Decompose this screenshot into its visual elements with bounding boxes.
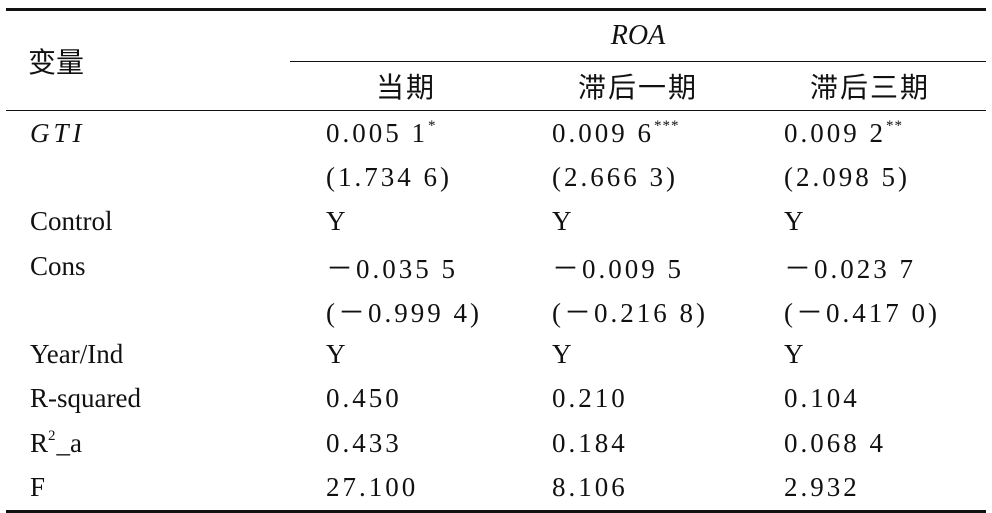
- cell: 0.210: [522, 377, 754, 421]
- column-header: 滞后三期: [754, 61, 987, 111]
- cell-value: 0.433: [326, 427, 402, 458]
- cell: 27.100: [290, 465, 522, 513]
- table-row: Year/Ind Y Y Y: [6, 332, 986, 376]
- cell: －0.023 7: [754, 244, 986, 288]
- cell-value: Y: [326, 339, 349, 370]
- cell-value: 0.005 1: [326, 117, 428, 148]
- cell: 0.184: [522, 421, 754, 465]
- row-label: Control: [6, 200, 290, 244]
- cell: Y: [522, 200, 754, 244]
- cell: Y: [290, 200, 522, 244]
- cell: Y: [754, 332, 986, 376]
- column-header: 滞后一期: [522, 61, 754, 111]
- cell-value: －0.009 5: [552, 253, 684, 284]
- cell: (－0.999 4): [290, 288, 522, 332]
- row-label-text: Year/Ind: [30, 339, 124, 370]
- cell: 0.450: [290, 377, 522, 421]
- results-table: 变量 ROA 当期 滞后一期 滞后三期 GTI 0.005 1* 0.009 6**…: [6, 8, 987, 513]
- cell-value: Y: [552, 339, 575, 370]
- table-row: Cons －0.035 5 －0.009 5 －0.023 7: [6, 244, 986, 288]
- cell-value: －0.035 5: [326, 253, 458, 284]
- cell: 0.005 1*: [290, 111, 522, 156]
- cell: 0.068 4: [754, 421, 986, 465]
- cell: －0.035 5: [290, 244, 522, 288]
- significance: *: [428, 117, 437, 134]
- cell: (2.098 5): [754, 155, 986, 199]
- row-label-sup: 2: [48, 427, 57, 444]
- cell-value: 0.009 6: [552, 117, 654, 148]
- cell-value: 0.450: [326, 383, 402, 414]
- cell: 0.009 6***: [522, 111, 754, 156]
- cell-value: (2.098 5): [784, 161, 910, 192]
- table-row: R2_a 0.433 0.184 0.068 4: [6, 421, 986, 465]
- cell: 0.433: [290, 421, 522, 465]
- cell: (1.734 6): [290, 155, 522, 199]
- table-row: (－0.999 4) (－0.216 8) (－0.417 0): [6, 288, 986, 332]
- cell: 0.104: [754, 377, 986, 421]
- row-label: Cons: [6, 244, 290, 288]
- cell-value: 0.009 2: [784, 117, 886, 148]
- row-label: R-squared: [6, 377, 290, 421]
- cell: (－0.216 8): [522, 288, 754, 332]
- row-label-text: Control: [30, 206, 113, 237]
- significance: **: [886, 117, 903, 134]
- row-label: GTI: [6, 111, 290, 156]
- cell-value: Y: [552, 206, 575, 237]
- row-label: [6, 155, 290, 199]
- group-header: ROA: [290, 8, 987, 62]
- column-header: 当期: [290, 61, 522, 111]
- cell-value: 0.068 4: [784, 427, 886, 458]
- cell-value: Y: [326, 206, 349, 237]
- cell-value: (2.666 3): [552, 161, 678, 192]
- row-label: Year/Ind: [6, 332, 290, 376]
- cell-value: (－0.417 0): [784, 297, 940, 328]
- cell-value: 27.100: [326, 472, 419, 503]
- cell-value: (1.734 6): [326, 161, 452, 192]
- row-label: [6, 288, 290, 332]
- row-label-text: R: [30, 427, 49, 458]
- row-label-text: GTI: [30, 117, 86, 148]
- cell-value: Y: [784, 339, 807, 370]
- cell-value: 0.210: [552, 383, 628, 414]
- cell: 8.106: [522, 465, 754, 513]
- cell-value: －0.023 7: [784, 253, 916, 284]
- cell: (－0.417 0): [754, 288, 986, 332]
- cell: 2.932: [754, 465, 987, 513]
- row-label-text: _a: [56, 427, 82, 458]
- cell-value: (－0.216 8): [552, 297, 708, 328]
- cell: －0.009 5: [522, 244, 754, 288]
- cell: Y: [522, 332, 754, 376]
- cell-value: 0.104: [784, 383, 860, 414]
- row-label-text: Cons: [30, 250, 86, 281]
- cell: Y: [754, 200, 986, 244]
- row-label: F: [6, 465, 290, 513]
- row-label: R2_a: [6, 421, 290, 465]
- row-label-text: F: [30, 472, 46, 503]
- row-label-text: R-squared: [30, 383, 141, 414]
- cell: 0.009 2**: [754, 111, 986, 156]
- var-header: 变量: [6, 8, 290, 111]
- cell-value: 2.932: [784, 472, 860, 503]
- cell-value: 8.106: [552, 472, 628, 503]
- table-row: GTI 0.005 1* 0.009 6*** 0.009 2**: [6, 111, 986, 156]
- cell: (2.666 3): [522, 155, 754, 199]
- significance: ***: [654, 117, 680, 134]
- cell-value: (－0.999 4): [326, 297, 482, 328]
- cell-value: 0.184: [552, 427, 628, 458]
- table-row: F 27.100 8.106 2.932: [6, 465, 987, 513]
- table-row: (1.734 6) (2.666 3) (2.098 5): [6, 155, 986, 199]
- cell-value: Y: [784, 206, 807, 237]
- table-row: R-squared 0.450 0.210 0.104: [6, 377, 986, 421]
- cell: Y: [290, 332, 522, 376]
- table-row: Control Y Y Y: [6, 200, 986, 244]
